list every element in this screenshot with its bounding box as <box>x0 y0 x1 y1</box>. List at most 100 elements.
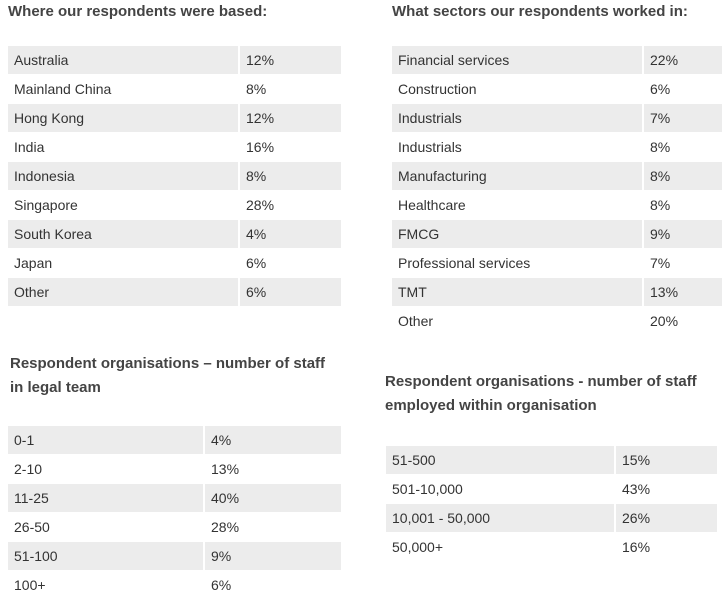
organisation-size-table: 51-500 15% 501-10,000 43% 10,001 - 50,000 26%… <box>386 446 717 562</box>
row-label: 0-1 <box>8 426 205 455</box>
sectors-table: Financial services 22% Construction 6% Indus… <box>392 46 722 336</box>
table-row: FMCG 9% <box>392 220 722 249</box>
table-row: 51-500 15% <box>386 446 717 475</box>
row-value: 40% <box>205 484 341 513</box>
row-label: 50,000+ <box>386 533 616 562</box>
heading-line: in legal team <box>10 379 101 396</box>
row-label: 10,001 - 50,000 <box>386 504 616 533</box>
row-label: Hong Kong <box>8 104 240 133</box>
row-label: Manufacturing <box>392 162 644 191</box>
row-label: 501-10,000 <box>386 475 616 504</box>
row-value: 20% <box>644 307 722 336</box>
row-value: 6% <box>240 278 341 307</box>
table-row: 50,000+ 16% <box>386 533 717 562</box>
table-body: Australia 12% Mainland China 8% Hong Kong 12%… <box>8 46 341 307</box>
row-value: 6% <box>644 75 722 104</box>
table-row: Australia 12% <box>8 46 341 75</box>
table-row: Singapore 28% <box>8 191 341 220</box>
row-value: 6% <box>205 571 341 600</box>
row-label: Healthcare <box>392 191 644 220</box>
table-row: Healthcare 8% <box>392 191 722 220</box>
section-respondent-location: Where our respondents were based: <box>8 0 342 24</box>
row-value: 13% <box>205 455 341 484</box>
location-table: Australia 12% Mainland China 8% Hong Kong 12%… <box>8 46 341 307</box>
row-value: 4% <box>205 426 341 455</box>
heading-line: Respondent organisations - number of sta… <box>385 373 697 390</box>
row-label: Australia <box>8 46 240 75</box>
row-label: Industrials <box>392 133 644 162</box>
row-label: 11-25 <box>8 484 205 513</box>
row-value: 13% <box>644 278 722 307</box>
table-row: Financial services 22% <box>392 46 722 75</box>
row-label: 26-50 <box>8 513 205 542</box>
row-label: Indonesia <box>8 162 240 191</box>
row-value: 43% <box>616 475 717 504</box>
table-row: TMT 13% <box>392 278 722 307</box>
table-row: 2-10 13% <box>8 455 341 484</box>
row-value: 16% <box>240 133 341 162</box>
table-row: 0-1 4% <box>8 426 341 455</box>
row-label: South Korea <box>8 220 240 249</box>
table-row: India 16% <box>8 133 341 162</box>
table-row: 501-10,000 43% <box>386 475 717 504</box>
row-label: FMCG <box>392 220 644 249</box>
row-value: 28% <box>205 513 341 542</box>
row-value: 9% <box>205 542 341 571</box>
row-value: 9% <box>644 220 722 249</box>
table-row: Indonesia 8% <box>8 162 341 191</box>
table-body: 51-500 15% 501-10,000 43% 10,001 - 50,000 26%… <box>386 446 717 562</box>
table-row: 10,001 - 50,000 26% <box>386 504 717 533</box>
section-heading: Respondent organisations – number of sta… <box>10 352 350 400</box>
row-value: 12% <box>240 46 341 75</box>
row-label: Industrials <box>392 104 644 133</box>
row-label: Construction <box>392 75 644 104</box>
heading-line: employed within organisation <box>385 397 597 414</box>
section-respondent-sectors: What sectors our respondents worked in: <box>392 0 722 24</box>
row-value: 8% <box>644 133 722 162</box>
table-body: Financial services 22% Construction 6% Indus… <box>392 46 722 336</box>
row-value: 8% <box>644 162 722 191</box>
row-label: 2-10 <box>8 455 205 484</box>
table-row: 11-25 40% <box>8 484 341 513</box>
legal-team-table: 0-1 4% 2-10 13% 11-25 40% 26-50 28% 51-100 9% 100+… <box>8 426 341 600</box>
row-label: Mainland China <box>8 75 240 104</box>
table-row: 26-50 28% <box>8 513 341 542</box>
table-row: Mainland China 8% <box>8 75 341 104</box>
row-label: Financial services <box>392 46 644 75</box>
table-row: 51-100 9% <box>8 542 341 571</box>
table-row: Manufacturing 8% <box>392 162 722 191</box>
table-row: Professional services 7% <box>392 249 722 278</box>
table-row: Japan 6% <box>8 249 341 278</box>
row-label: Professional services <box>392 249 644 278</box>
row-value: 8% <box>240 162 341 191</box>
section-heading: Respondent organisations - number of sta… <box>385 370 721 418</box>
row-label: TMT <box>392 278 644 307</box>
row-value: 12% <box>240 104 341 133</box>
table-row: Industrials 7% <box>392 104 722 133</box>
row-value: 6% <box>240 249 341 278</box>
row-value: 26% <box>616 504 717 533</box>
row-value: 7% <box>644 249 722 278</box>
row-label: Singapore <box>8 191 240 220</box>
row-label: Other <box>8 278 240 307</box>
row-label: Other <box>392 307 644 336</box>
table-body: 0-1 4% 2-10 13% 11-25 40% 26-50 28% 51-100 9% 100+… <box>8 426 341 600</box>
table-row: Construction 6% <box>392 75 722 104</box>
table-row: Other 6% <box>8 278 341 307</box>
row-value: 22% <box>644 46 722 75</box>
row-value: 28% <box>240 191 341 220</box>
row-value: 4% <box>240 220 341 249</box>
table-row: Hong Kong 12% <box>8 104 341 133</box>
row-label: 51-500 <box>386 446 616 475</box>
row-value: 15% <box>616 446 717 475</box>
row-label: India <box>8 133 240 162</box>
table-row: Other 20% <box>392 307 722 336</box>
section-organisation-size: Respondent organisations - number of sta… <box>385 370 721 418</box>
section-legal-team-size: Respondent organisations – number of sta… <box>10 352 350 400</box>
table-row: Industrials 8% <box>392 133 722 162</box>
row-value: 16% <box>616 533 717 562</box>
row-label: 51-100 <box>8 542 205 571</box>
row-value: 8% <box>644 191 722 220</box>
table-row: South Korea 4% <box>8 220 341 249</box>
section-heading: What sectors our respondents worked in: <box>392 3 688 20</box>
